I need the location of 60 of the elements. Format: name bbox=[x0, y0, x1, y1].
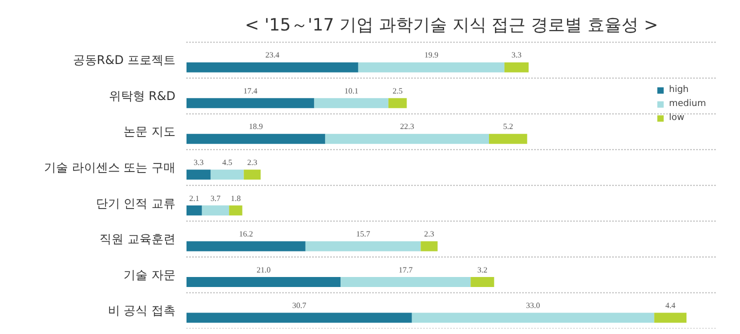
bar bbox=[186, 276, 341, 287]
bar bbox=[420, 241, 438, 252]
y-tick-label: 기술 라이센스 또는 구매 bbox=[44, 160, 176, 175]
bar bbox=[412, 312, 654, 323]
bar bbox=[358, 62, 504, 72]
data-label: 19.9 bbox=[424, 50, 438, 60]
data-label: 4.4 bbox=[665, 301, 676, 310]
data-label: 2.3 bbox=[247, 158, 258, 167]
bar bbox=[186, 312, 412, 323]
data-label: 3.7 bbox=[210, 194, 220, 203]
bar bbox=[488, 134, 528, 144]
bar bbox=[305, 241, 421, 252]
data-label: 22.3 bbox=[400, 122, 414, 132]
data-label: 4.5 bbox=[222, 158, 232, 167]
data-label: 3.2 bbox=[477, 265, 488, 274]
bar bbox=[504, 62, 529, 72]
data-label: 30.7 bbox=[292, 301, 306, 310]
bar bbox=[186, 62, 358, 72]
y-tick-label: 직원 교육훈련 bbox=[100, 232, 176, 246]
bar bbox=[244, 170, 261, 180]
data-label: 15.7 bbox=[356, 230, 370, 239]
bar bbox=[210, 170, 244, 180]
data-label: 16.2 bbox=[238, 230, 253, 239]
data-label: 3.3 bbox=[194, 158, 204, 167]
y-tick-label: 기술 자문 bbox=[124, 268, 176, 282]
bar bbox=[186, 241, 306, 252]
bar bbox=[229, 205, 242, 216]
bar bbox=[388, 98, 407, 108]
bar bbox=[186, 98, 314, 108]
data-label: 2.1 bbox=[189, 194, 200, 203]
bar bbox=[186, 170, 211, 180]
data-label: 21.0 bbox=[256, 265, 271, 274]
y-tick-label: 비 공식 접촉 bbox=[108, 304, 176, 318]
chart-title: < '15～'17 기업 과학기술 지식 접근 경로별 효율성 > bbox=[244, 16, 658, 36]
data-label: 2.5 bbox=[392, 86, 403, 96]
data-label: 5.2 bbox=[503, 122, 514, 132]
data-label: 1.8 bbox=[230, 194, 241, 203]
legend-label: low bbox=[669, 113, 686, 123]
data-label: 2.3 bbox=[424, 230, 434, 239]
y-tick-label: 위탁형 R&D bbox=[108, 88, 176, 103]
y-tick-label: 단기 인적 교류 bbox=[96, 196, 176, 210]
data-label: 3.3 bbox=[512, 50, 522, 60]
y-tick-label: 논문 지도 bbox=[124, 124, 176, 139]
legend-label: high bbox=[669, 85, 689, 95]
data-label: 18.9 bbox=[248, 122, 263, 132]
data-label: 17.4 bbox=[243, 86, 258, 96]
bar bbox=[314, 98, 388, 108]
bar bbox=[186, 134, 326, 144]
data-label: 23.4 bbox=[265, 50, 280, 60]
legend-label: medium bbox=[669, 99, 706, 109]
data-label: 33.0 bbox=[526, 301, 540, 310]
bar bbox=[470, 276, 494, 287]
bar bbox=[325, 134, 489, 144]
y-tick-label: 공동R&D 프로젝트 bbox=[72, 53, 176, 68]
bar bbox=[340, 276, 471, 287]
bar bbox=[186, 205, 202, 216]
bar bbox=[202, 205, 230, 216]
bar bbox=[654, 312, 686, 323]
data-label: 17.7 bbox=[398, 265, 413, 274]
data-label: 10.1 bbox=[344, 86, 358, 96]
